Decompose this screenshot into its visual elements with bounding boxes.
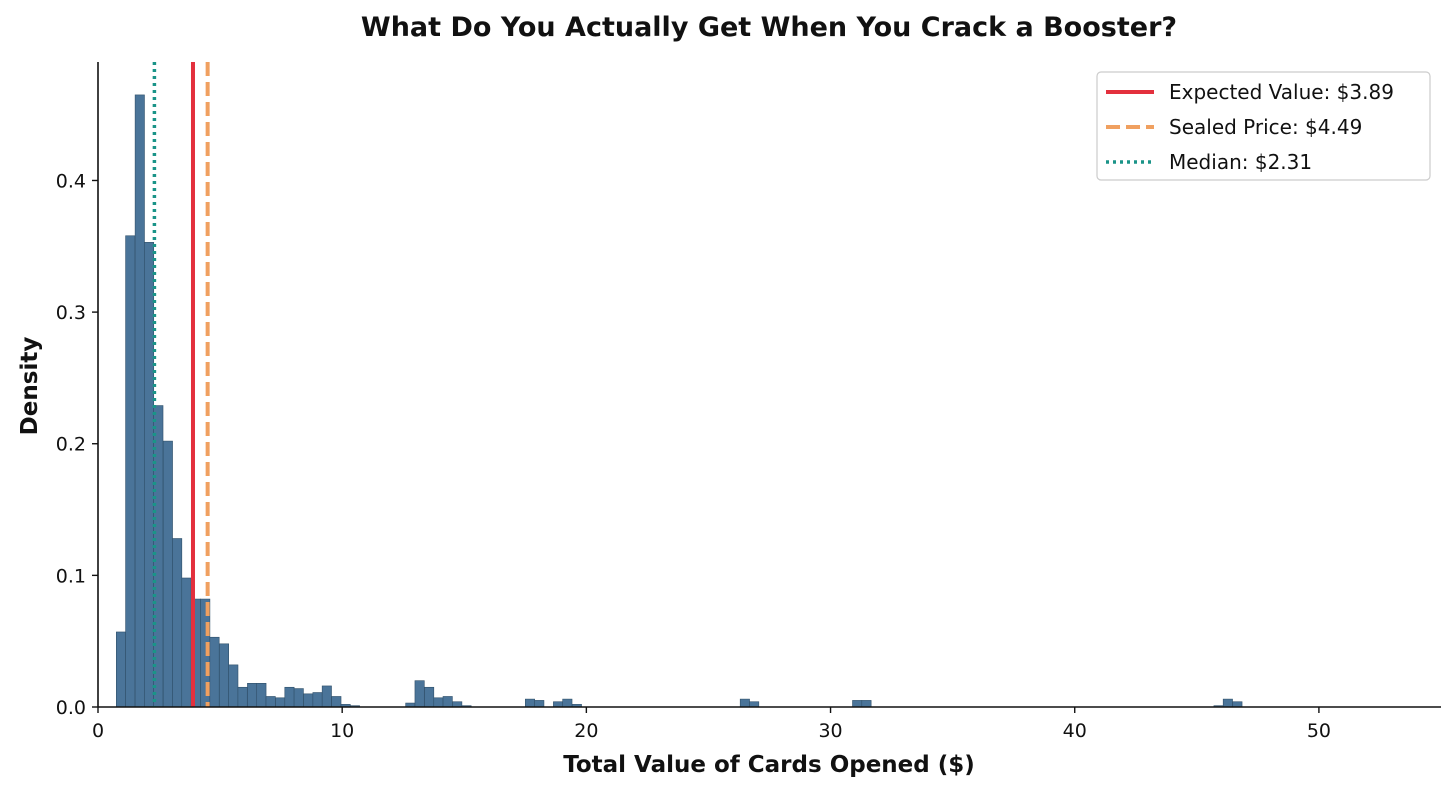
histogram-bar-0	[116, 631, 126, 708]
histogram-bar-30	[442, 696, 453, 708]
y-tick-label-2: 0.2	[56, 434, 86, 456]
x-tick-label-4: 40	[1063, 720, 1087, 742]
histogram-bar-34	[534, 700, 545, 708]
histogram-bar-13	[237, 686, 248, 708]
histogram-bar-1	[125, 235, 136, 708]
histogram-bar-17	[275, 697, 286, 708]
y-tick-label-3: 0.3	[56, 302, 86, 324]
histogram-bar-3	[144, 242, 155, 708]
histogram-bar-41	[861, 700, 872, 708]
legend: Expected Value: $3.89 Sealed Price: $4.49…	[1096, 71, 1431, 181]
histogram-bar-5	[162, 440, 173, 708]
histogram-bar-36	[562, 698, 573, 708]
legend-box	[1096, 71, 1431, 181]
legend-label-0: Expected Value: $3.89	[1169, 80, 1394, 104]
histogram-bar-18	[284, 686, 295, 708]
histogram-bar-40	[852, 700, 863, 708]
histogram-bar-43	[1222, 698, 1233, 708]
histogram-bar-21	[312, 692, 323, 708]
x-tick-label-5: 50	[1307, 720, 1331, 742]
histogram-bar-29	[433, 697, 444, 708]
histogram-bar-7	[181, 577, 192, 708]
chart-title: What Do You Actually Get When You Crack …	[361, 12, 1177, 43]
histogram-bar-22	[321, 685, 332, 708]
x-tick-label-1: 10	[330, 720, 354, 742]
histogram-bar-27	[414, 680, 425, 708]
y-ticks: 0.0 0.1 0.2 0.3 0.4	[56, 170, 98, 719]
reference-lines	[152, 62, 210, 707]
y-tick-label-1: 0.1	[56, 565, 86, 587]
legend-items: Expected Value: $3.89 Sealed Price: $4.49…	[1106, 80, 1394, 174]
histogram-bar-19	[293, 688, 304, 708]
y-axis-label: Density	[17, 337, 43, 436]
histogram-bar-12	[228, 664, 239, 708]
histogram-bar-14	[247, 683, 258, 708]
histogram-bar-10	[209, 636, 220, 708]
histogram-bar-4	[153, 405, 164, 708]
y-tick-label-4: 0.4	[56, 170, 86, 192]
legend-label-1: Sealed Price: $4.49	[1169, 115, 1362, 139]
histogram-bar-38	[739, 698, 750, 708]
histogram-bar-16	[265, 696, 276, 708]
histogram-bar-15	[256, 683, 267, 708]
histogram-bar-11	[219, 643, 230, 708]
histogram-bar-6	[172, 538, 183, 708]
histogram-bar-2	[134, 94, 145, 708]
histogram-bar-23	[331, 696, 342, 708]
legend-label-2: Median: $2.31	[1169, 150, 1312, 174]
x-axis-label: Total Value of Cards Opened ($)	[563, 752, 975, 778]
x-ticks: 0 10 20 30 40 50	[92, 707, 1331, 742]
y-tick-label-0: 0.0	[56, 697, 86, 719]
histogram-bars	[116, 94, 1243, 708]
histogram-bar-28	[424, 686, 435, 708]
x-tick-label-2: 20	[574, 720, 598, 742]
x-tick-label-3: 30	[818, 720, 842, 742]
histogram-bar-33	[525, 698, 535, 708]
x-tick-label-0: 0	[92, 720, 104, 742]
histogram-bar-20	[303, 693, 314, 708]
